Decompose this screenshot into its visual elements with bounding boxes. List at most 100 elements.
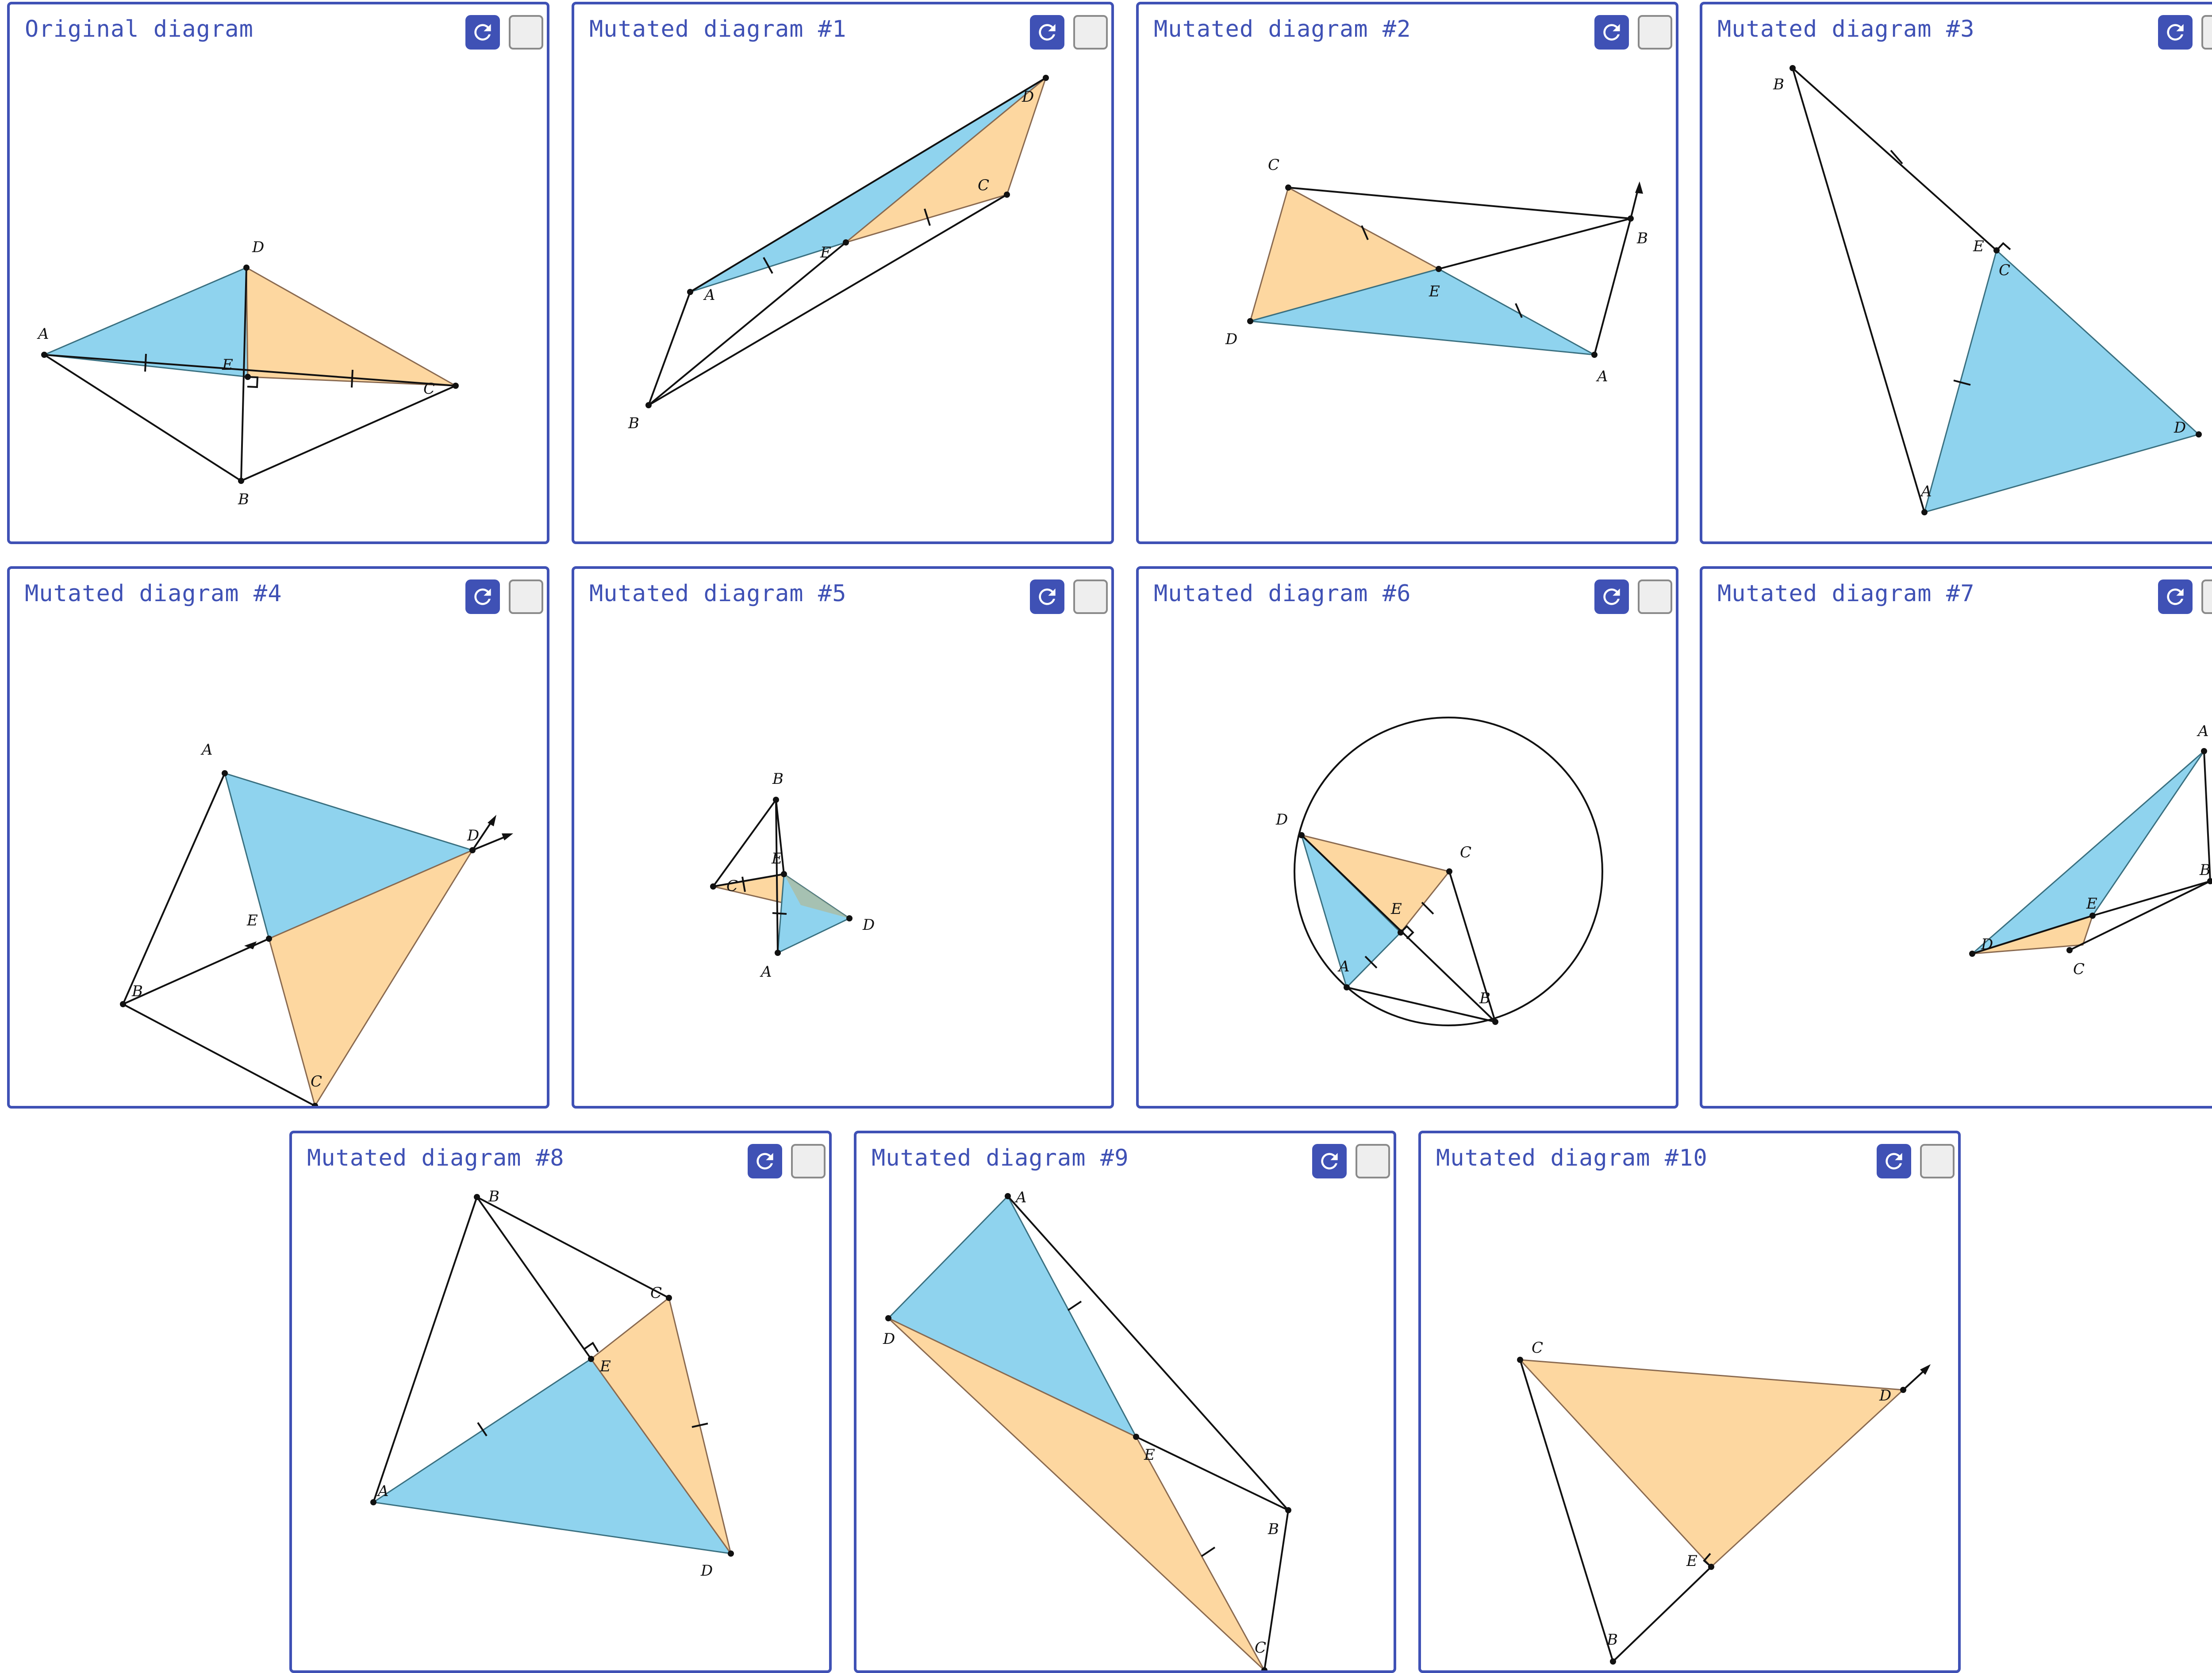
diagram-panel-original: Original diagram A B C D E <box>7 2 549 544</box>
checkbox[interactable] <box>1073 579 1108 614</box>
vertex-label: A <box>1337 958 1350 975</box>
diagram-panel-mutated-7: Mutated diagram #7 A B C D E <box>1700 566 2212 1109</box>
panel-title: Mutated diagram #2 <box>1154 16 1411 42</box>
diagram-panel-mutated-1: Mutated diagram #1 A B C D E <box>572 2 1114 544</box>
geometry-diagram: A B C D E <box>628 75 1049 432</box>
checkbox[interactable] <box>1638 15 1672 50</box>
refresh-button[interactable] <box>2158 579 2193 614</box>
vertex-label: C <box>423 380 435 398</box>
vertex-label: A <box>1014 1189 1027 1206</box>
checkbox[interactable] <box>791 1144 826 1178</box>
checkbox[interactable] <box>2201 579 2212 614</box>
vertex-label: C <box>1999 261 2010 279</box>
vertex-label: A <box>703 286 715 304</box>
geometry-diagram: A B C D E <box>883 1189 1291 1670</box>
panel-title: Mutated diagram #9 <box>872 1145 1129 1171</box>
geometry-diagram: A B C D E <box>370 1188 734 1580</box>
vertex-label: A <box>1596 368 1608 385</box>
vertex-label: C <box>1268 156 1279 174</box>
refresh-button[interactable] <box>748 1144 782 1178</box>
diagram-panel-mutated-9: Mutated diagram #9 A B C D E <box>854 1131 1396 1673</box>
vertex-label: C <box>1532 1339 1543 1357</box>
panel-title: Mutated diagram #4 <box>25 580 282 607</box>
vertex-label: E <box>1144 1446 1155 1464</box>
refresh-button[interactable] <box>1594 15 1629 50</box>
vertex-label: A <box>376 1482 389 1500</box>
vertex-label: D <box>1879 1387 1891 1404</box>
diagram-panel-mutated-4: Mutated diagram #4 A B C D E <box>7 566 549 1109</box>
diagram-panel-mutated-2: Mutated diagram #2 A B C D E <box>1136 2 1678 544</box>
vertex-label: B <box>1773 76 1784 93</box>
geometry-diagram: A B C D E <box>710 770 875 981</box>
vertex-label: D <box>862 916 875 934</box>
vertex-label: D <box>467 827 479 844</box>
vertex-label: D <box>700 1562 713 1580</box>
vertex-label: C <box>726 877 738 895</box>
checkbox[interactable] <box>2201 15 2212 50</box>
refresh-button[interactable] <box>465 579 500 614</box>
checkbox[interactable] <box>509 579 543 614</box>
vertex-label: E <box>1973 238 1984 255</box>
refresh-button[interactable] <box>1312 1144 1347 1178</box>
vertex-label: E <box>2086 895 2097 913</box>
vertex-label: D <box>1981 936 1993 953</box>
panel-title: Original diagram <box>25 16 253 42</box>
panel-title: Mutated diagram #1 <box>589 16 847 42</box>
vertex-label: D <box>1225 330 1237 348</box>
diagram-panel-mutated-3: Mutated diagram #3 A B C D E <box>1700 2 2212 544</box>
vertex-label: D <box>883 1330 895 1348</box>
panel-title: Mutated diagram #8 <box>307 1145 565 1171</box>
vertex-label: C <box>978 177 989 194</box>
panel-title: Mutated diagram #6 <box>1154 580 1411 607</box>
refresh-button[interactable] <box>1594 579 1629 614</box>
vertex-label: E <box>771 850 783 867</box>
vertex-label: C <box>311 1073 322 1090</box>
panel-title: Mutated diagram #7 <box>1717 580 1975 607</box>
vertex-label: D <box>1275 811 1288 829</box>
vertex-label: C <box>2073 960 2085 978</box>
checkbox[interactable] <box>509 15 543 50</box>
vertex-label: B <box>1606 1631 1618 1649</box>
vertex-label: E <box>820 244 831 261</box>
vertex-label: C <box>1460 844 1471 861</box>
vertex-label: E <box>599 1358 611 1375</box>
geometry-diagram: A B C D E <box>1275 717 1603 1026</box>
vertex-label: B <box>238 491 249 508</box>
checkbox[interactable] <box>1638 579 1672 614</box>
panel-title: Mutated diagram #5 <box>589 580 847 607</box>
vertex-label: E <box>1390 900 1402 918</box>
diagram-panel-mutated-5: Mutated diagram #5 A B C D E <box>572 566 1114 1109</box>
refresh-button[interactable] <box>2158 15 2193 50</box>
diagram-panel-mutated-8: Mutated diagram #8 A B C D E <box>289 1131 832 1673</box>
vertex-label: E <box>1686 1552 1697 1570</box>
vertex-label: E <box>1429 283 1440 300</box>
vertex-label: A <box>200 741 213 759</box>
vertex-label: B <box>1636 230 1648 247</box>
vertex-label: E <box>246 912 258 929</box>
vertex-label: E <box>222 356 233 374</box>
refresh-button[interactable] <box>1877 1144 1911 1178</box>
checkbox[interactable] <box>1356 1144 1390 1178</box>
refresh-button[interactable] <box>465 15 500 50</box>
vertex-label: D <box>1022 88 1034 106</box>
vertex-label: B <box>2199 861 2211 879</box>
diagram-panel-mutated-10: Mutated diagram #10 B C D E <box>1418 1131 1961 1673</box>
geometry-diagram: A B C D E <box>37 238 459 508</box>
geometry-diagram: A B C D E <box>1225 156 1648 385</box>
vertex-label: B <box>488 1188 499 1205</box>
refresh-button[interactable] <box>1030 15 1064 50</box>
panel-title: Mutated diagram #10 <box>1436 1145 1708 1171</box>
vertex-label: A <box>37 325 49 343</box>
geometry-diagram: B C D E <box>1517 1339 1931 1665</box>
vertex-label: B <box>628 414 639 432</box>
refresh-button[interactable] <box>1030 579 1064 614</box>
vertex-label: B <box>1267 1520 1279 1538</box>
vertex-label: A <box>2197 722 2209 740</box>
vertex-label: B <box>131 982 143 1000</box>
vertex-label: A <box>1920 483 1932 500</box>
diagram-panel-mutated-6: Mutated diagram #6 A B C D E <box>1136 566 1678 1109</box>
vertex-label: D <box>2174 419 2186 437</box>
checkbox[interactable] <box>1920 1144 1955 1178</box>
checkbox[interactable] <box>1073 15 1108 50</box>
vertex-label: B <box>772 770 783 788</box>
